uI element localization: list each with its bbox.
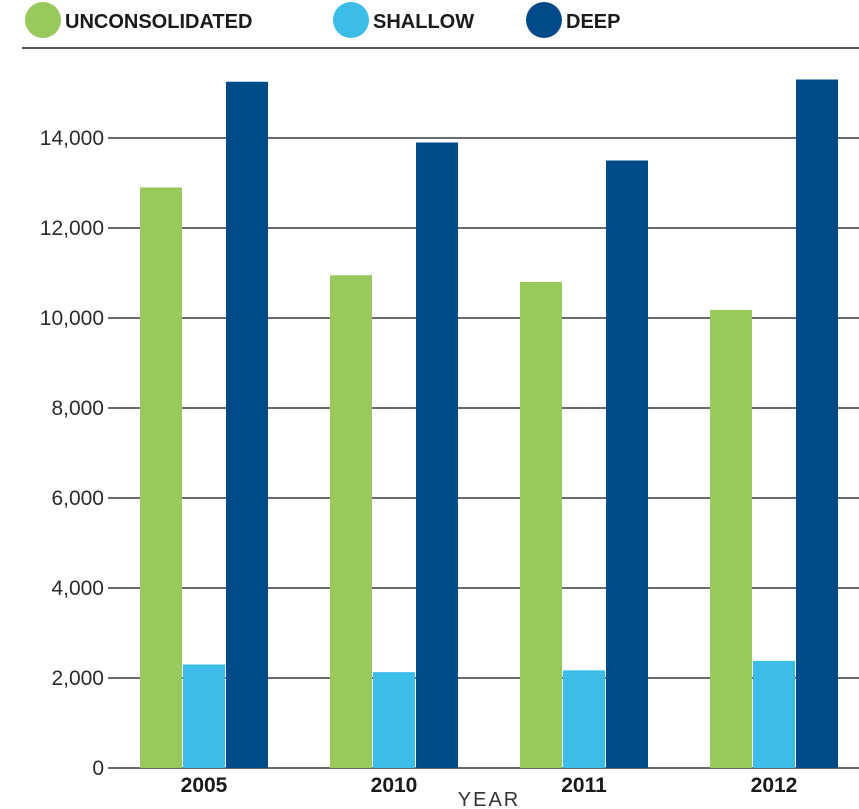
x-tick-label-2011: 2011: [561, 774, 607, 797]
y-tick-label-6000: 6,000: [51, 487, 104, 510]
y-tick-label-2000: 2,000: [51, 667, 104, 690]
x-axis-ticks: 2005 2010 2011 2012: [181, 774, 798, 797]
legend-swatch-unconsolidated: [25, 2, 61, 38]
y-axis-ticks: 0 2,000 4,000 6,000 8,000 10,000 12,000 14,000: [40, 127, 104, 780]
legend-label-shallow: SHALLOW: [373, 11, 474, 33]
bar-2010-deep: [416, 142, 458, 768]
legend-swatch-deep: [526, 2, 562, 38]
bars: [140, 79, 838, 768]
legend-swatch-shallow: [333, 2, 369, 38]
y-tick-label-8000: 8,000: [51, 397, 104, 420]
legend-label-unconsolidated: UNCONSOLIDATED: [65, 11, 252, 33]
legend: UNCONSOLIDATED SHALLOW DEEP: [25, 2, 620, 38]
y-tick-label-0: 0: [92, 757, 104, 780]
bar-2011-deep: [606, 160, 648, 768]
bar-2005-deep: [226, 81, 268, 768]
bar-2010-shallow: [373, 672, 415, 768]
bar-2011-shallow: [563, 670, 605, 768]
y-tick-label-4000: 4,000: [51, 577, 104, 600]
y-tick-label-12000: 12,000: [40, 217, 104, 240]
bar-2010-unconsolidated: [330, 275, 372, 768]
bar-2005-unconsolidated: [140, 187, 182, 768]
bar-2012-shallow: [753, 660, 795, 768]
bar-2011-unconsolidated: [520, 282, 562, 768]
y-tick-label-14000: 14,000: [40, 127, 104, 150]
bar-2012-unconsolidated: [710, 309, 752, 768]
legend-label-deep: DEEP: [566, 11, 620, 33]
bar-2012-deep: [796, 79, 838, 768]
bar-2005-shallow: [183, 664, 225, 768]
x-tick-label-2012: 2012: [751, 774, 798, 797]
x-tick-label-2010: 2010: [371, 774, 418, 797]
x-tick-label-2005: 2005: [181, 774, 228, 797]
y-tick-label-10000: 10,000: [40, 307, 104, 330]
x-axis-title: YEAR: [458, 789, 520, 809]
